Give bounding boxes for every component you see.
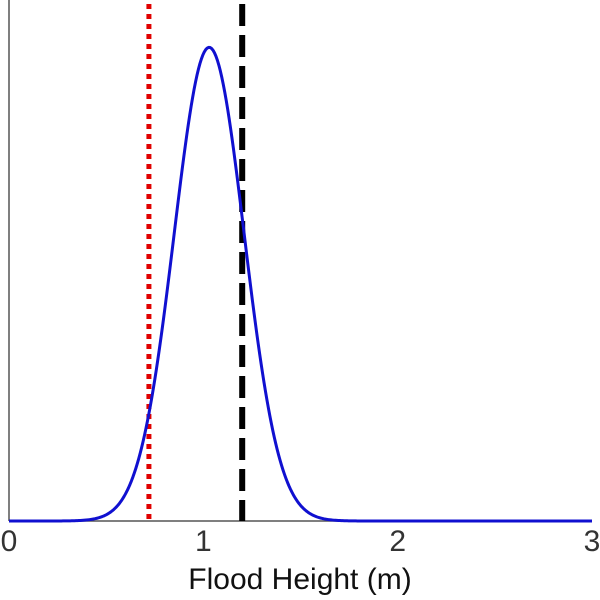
x-tick-label: 2 [389, 525, 406, 558]
x-tick-label: 1 [195, 525, 212, 558]
x-tick-label: 3 [584, 525, 600, 558]
x-tick-label: 0 [1, 525, 18, 558]
reference-lines [146, 4, 246, 521]
density-curve-line [8, 45, 593, 523]
x-axis-title: Flood Height (m) [188, 563, 411, 596]
plot-area [8, 0, 593, 523]
x-tick-labels: 0 1 2 3 [1, 525, 600, 558]
